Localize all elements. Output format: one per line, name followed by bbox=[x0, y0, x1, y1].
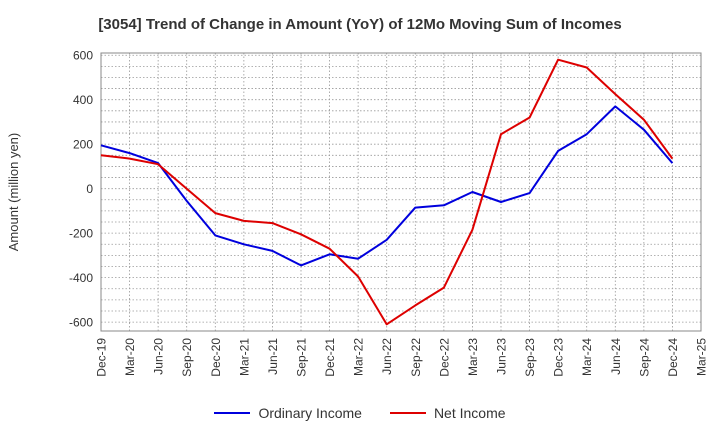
x-tick-label: Jun-22 bbox=[380, 338, 394, 375]
y-tick-label: -200 bbox=[69, 227, 93, 241]
series-line-net-income bbox=[100, 58, 674, 326]
x-tick-label: Jun-20 bbox=[152, 338, 166, 375]
x-tick-label: Sep-23 bbox=[523, 338, 537, 377]
y-tick-label: 400 bbox=[73, 93, 93, 107]
x-tick-label: Dec-23 bbox=[552, 338, 566, 377]
x-tick-label: Mar-25 bbox=[695, 338, 709, 376]
x-tick-label: Dec-19 bbox=[95, 338, 109, 377]
x-tick-label: Mar-21 bbox=[237, 338, 251, 376]
x-tick-label: Sep-21 bbox=[295, 338, 309, 377]
series-lines bbox=[100, 58, 674, 326]
legend-item-ordinary-income: Ordinary Income bbox=[214, 405, 362, 421]
grid bbox=[101, 53, 701, 331]
legend: Ordinary Income Net Income bbox=[0, 405, 720, 421]
x-tick-label: Dec-20 bbox=[209, 338, 223, 377]
x-tick-label: Dec-24 bbox=[666, 338, 680, 377]
legend-item-net-income: Net Income bbox=[389, 405, 506, 421]
y-tick-label: -600 bbox=[69, 316, 93, 330]
x-tick-label: Dec-21 bbox=[323, 338, 337, 377]
x-tick-label: Jun-21 bbox=[266, 338, 280, 375]
x-tick-label: Mar-23 bbox=[466, 338, 480, 376]
y-tick-label: 200 bbox=[73, 138, 93, 152]
series-line-ordinary-income bbox=[100, 105, 674, 267]
y-axis-label: Amount (million yen) bbox=[6, 133, 21, 252]
x-tick-label: Sep-22 bbox=[409, 338, 423, 377]
legend-label-net-income: Net Income bbox=[433, 405, 506, 421]
x-tick-labels: Dec-19 Mar-20 Jun-20 Sep-20 Dec-20 Mar-21 Jun-… bbox=[95, 338, 709, 377]
x-tick-label: Mar-22 bbox=[352, 338, 366, 376]
x-tick-label: Jun-24 bbox=[609, 338, 623, 375]
x-tick-label: Sep-20 bbox=[180, 338, 194, 377]
legend-label-ordinary-income: Ordinary Income bbox=[258, 405, 362, 421]
y-tick-label: 600 bbox=[73, 49, 93, 63]
y-tick-label: 0 bbox=[86, 182, 93, 196]
y-tick-labels: 600 400 200 0 -200 -400 -600 bbox=[69, 49, 93, 330]
y-tick-label: -400 bbox=[69, 271, 93, 285]
legend-swatch-ordinary-income bbox=[214, 412, 251, 414]
plot-frame bbox=[100, 52, 702, 332]
x-tick-label: Mar-20 bbox=[123, 338, 137, 376]
x-tick-label: Sep-24 bbox=[637, 338, 651, 377]
chart-title: [3054] Trend of Change in Amount (YoY) o… bbox=[98, 16, 622, 33]
x-tick-label: Mar-24 bbox=[580, 338, 594, 376]
legend-swatch-net-income bbox=[389, 412, 426, 414]
x-tick-label: Dec-22 bbox=[437, 338, 451, 377]
x-tick-label: Jun-23 bbox=[495, 338, 509, 375]
